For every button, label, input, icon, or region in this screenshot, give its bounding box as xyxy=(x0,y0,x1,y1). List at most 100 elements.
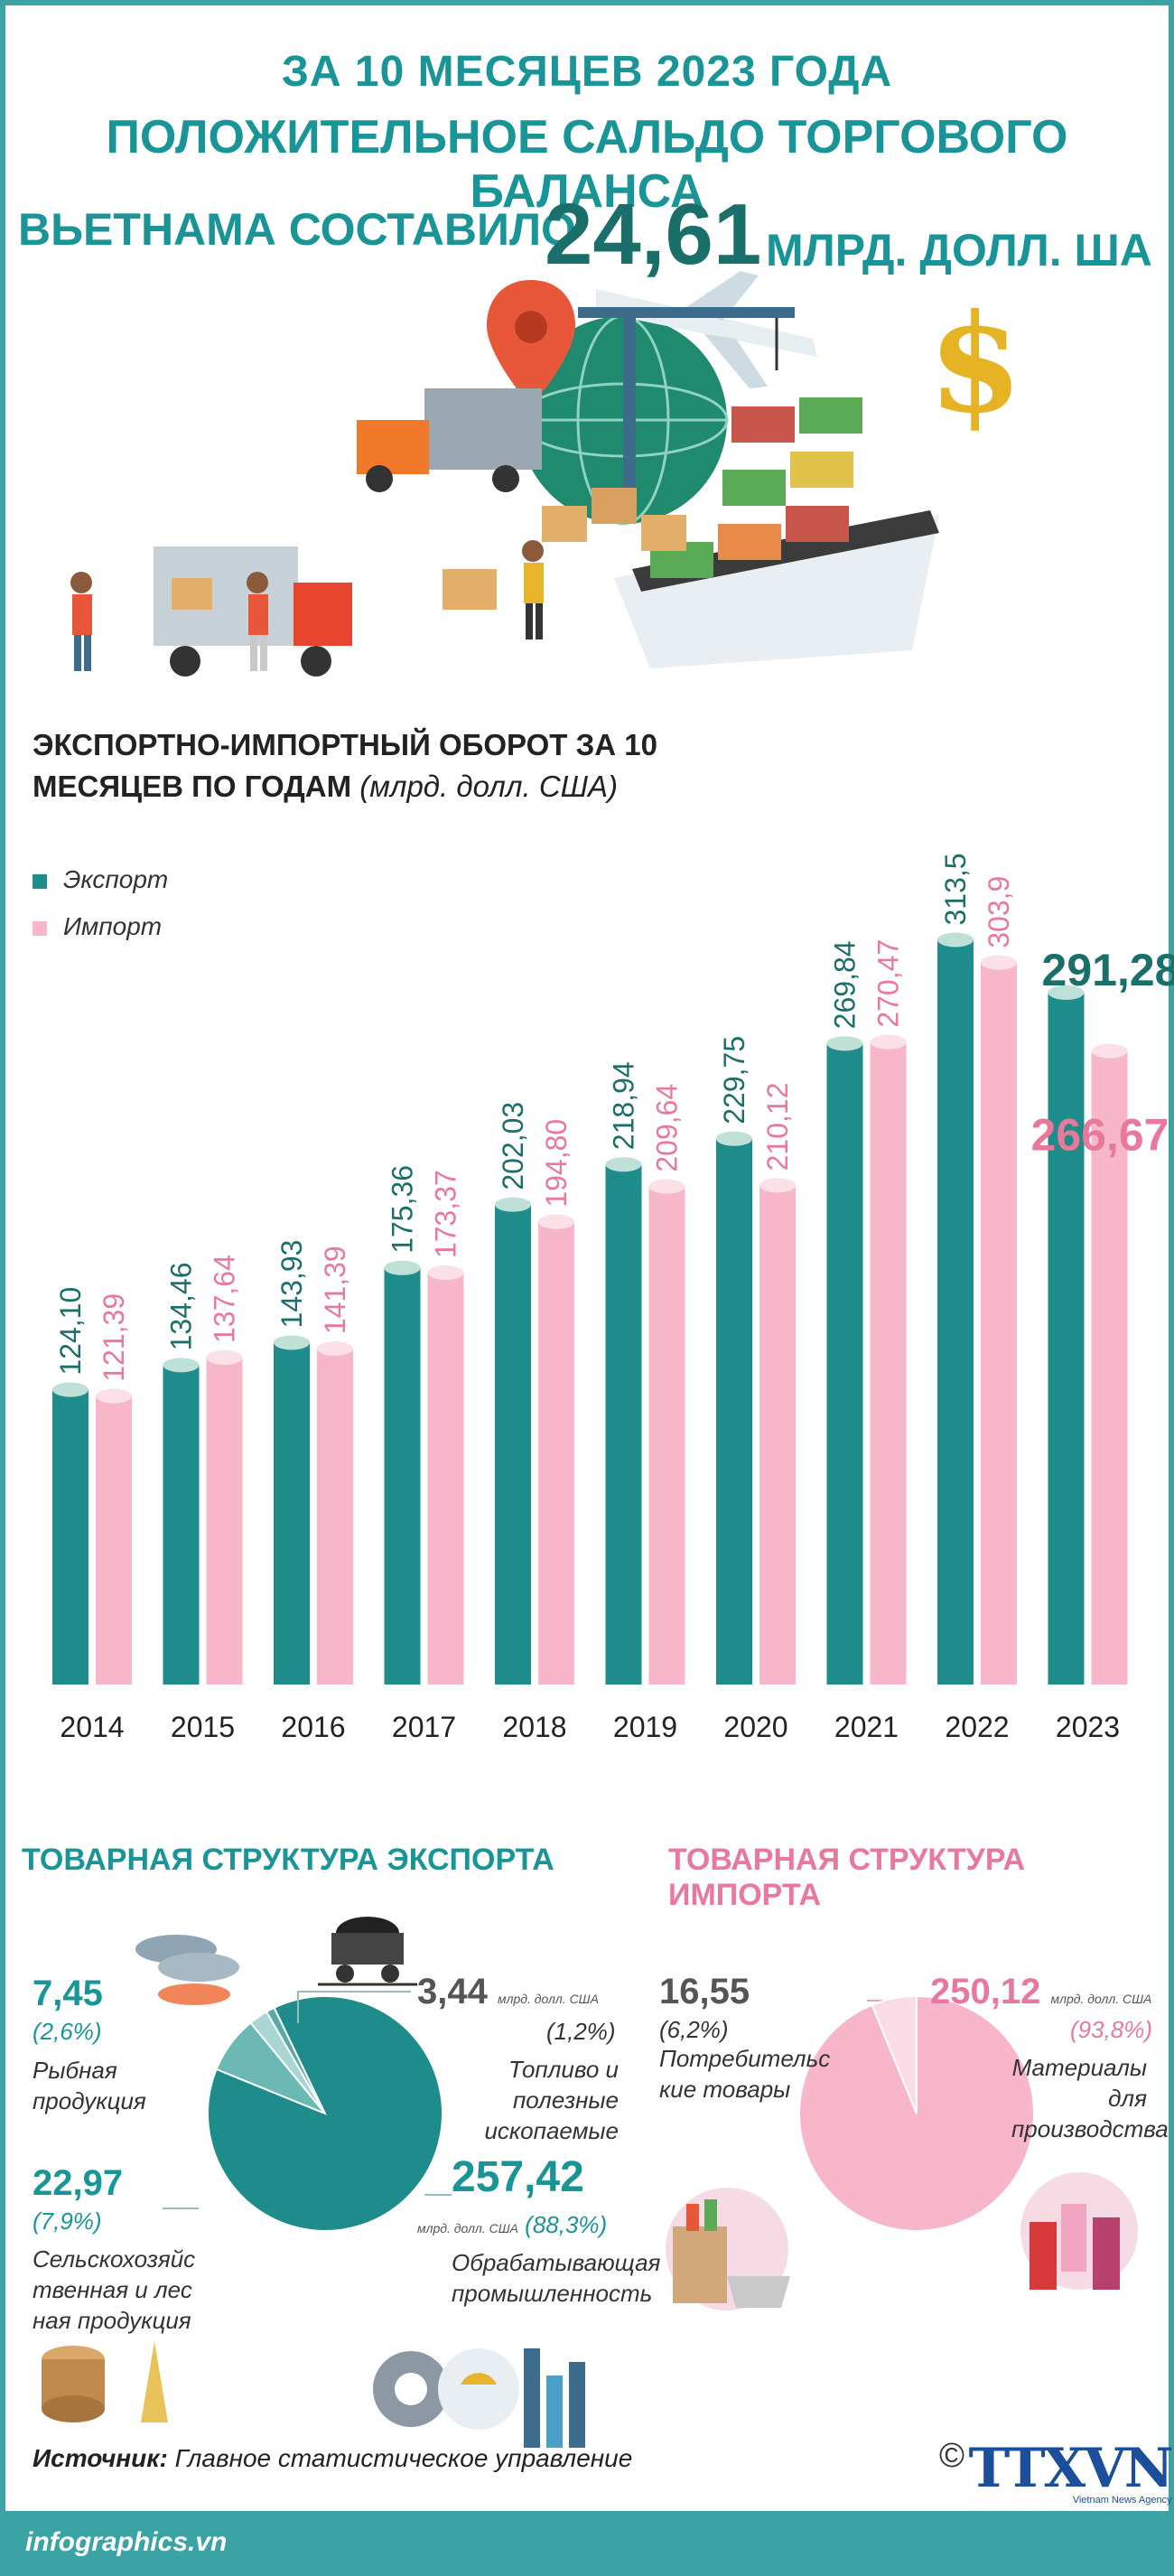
boxes-icon xyxy=(443,488,686,610)
bar-export xyxy=(52,1389,89,1685)
export-agri-value: 22,97 xyxy=(33,2163,124,2203)
x-tick-label: 2020 xyxy=(723,1711,787,1743)
data-label-export: 291,28 xyxy=(1042,945,1174,995)
bar-export xyxy=(1048,992,1085,1685)
bar-cap xyxy=(759,1178,796,1193)
thread-spools-icon xyxy=(1020,2172,1138,2290)
data-label-export: 313,5 xyxy=(939,853,972,925)
logo-text: TTXVN xyxy=(968,2437,1173,2500)
x-tick-label: 2016 xyxy=(281,1711,345,1743)
bar-cap xyxy=(495,1197,531,1212)
legend-export: Экспорт xyxy=(33,865,168,894)
import-consumer-label: Потребительские товары xyxy=(659,2045,831,2103)
import-materials-label: Материалы для производства xyxy=(1011,2054,1169,2142)
bar-cap xyxy=(648,1179,685,1194)
bar-cap xyxy=(1048,985,1085,1000)
export-pie-slice xyxy=(207,1995,443,2232)
copyright-mark: © xyxy=(939,2437,964,2475)
bar-export xyxy=(716,1138,752,1685)
bar-import xyxy=(981,962,1017,1685)
x-tick-label: 2017 xyxy=(392,1711,456,1743)
export-fish-value: 7,45 xyxy=(33,1974,103,2013)
footer-site: infographics.vn xyxy=(25,2527,228,2557)
data-label-import: 173,37 xyxy=(430,1170,462,1258)
ttxvn-logo: © TTXVN Vietnam News Agency xyxy=(939,2437,1174,2506)
bar-cap xyxy=(826,1036,863,1051)
bar-cap xyxy=(870,1034,907,1050)
import-consumer-value: 16,55 xyxy=(659,1972,750,2011)
export-structure-title: ТОВАРНАЯ СТРУКТУРА ЭКСПОРТА xyxy=(22,1843,554,1877)
data-label-import: 266,67 xyxy=(1031,1110,1169,1161)
svg-text:$: $ xyxy=(928,285,1022,443)
bar-cap xyxy=(384,1260,421,1275)
data-label-export: 124,10 xyxy=(54,1287,87,1376)
bar-export xyxy=(274,1342,310,1685)
data-label-import: 194,80 xyxy=(540,1119,573,1208)
logo-subtitle: Vietnam News Agency xyxy=(1072,2495,1172,2506)
data-label-export: 269,84 xyxy=(829,940,862,1029)
delivery-truck-icon xyxy=(154,546,352,677)
export-agri-label: Сельскохозяйственная и лесная продукция xyxy=(33,2245,196,2334)
export-agri-share: (7,9%) xyxy=(33,2207,102,2235)
bar-import xyxy=(427,1273,464,1685)
legend-import-swatch xyxy=(33,920,47,936)
bar-cap xyxy=(96,1388,132,1404)
data-label-import: 209,64 xyxy=(651,1084,684,1172)
export-fish-share: (2,6%) xyxy=(33,2018,102,2045)
trade-balance-value: 24,61 xyxy=(545,186,762,283)
data-label-export: 218,94 xyxy=(608,1061,640,1150)
data-label-import: 121,39 xyxy=(98,1293,130,1382)
x-tick-label: 2015 xyxy=(171,1711,235,1743)
wood-grain-icon xyxy=(42,2341,168,2422)
header-line-3: ВЬЕТНАМА СОСТАВИЛО xyxy=(18,204,576,255)
x-tick-label: 2018 xyxy=(502,1711,566,1743)
bar-export xyxy=(495,1204,531,1685)
export-fuel-value: 3,44 млрд. долл. США xyxy=(417,1972,599,2012)
bar-cap xyxy=(52,1382,89,1397)
coal-cart-icon xyxy=(318,1917,417,1986)
import-materials-value: 250,12 млрд. долл. США xyxy=(930,1972,1151,2012)
fish-icon xyxy=(135,1935,239,2005)
bar-cap xyxy=(937,932,974,947)
export-fuel-share: (1,2%) xyxy=(546,2018,616,2045)
export-fish-label: Рыбная продукция xyxy=(33,2057,146,2114)
crane-icon xyxy=(578,307,795,488)
source-line: Источник: Главное статистическое управле… xyxy=(33,2444,632,2473)
x-tick-label: 2021 xyxy=(834,1711,899,1743)
x-tick-label: 2019 xyxy=(613,1711,677,1743)
footer-bar xyxy=(0,2511,1174,2576)
x-tick-label: 2014 xyxy=(60,1711,124,1743)
data-label-export: 175,36 xyxy=(387,1165,419,1254)
export-pie-slice xyxy=(249,2011,326,2114)
x-tick-label: 2023 xyxy=(1056,1711,1120,1743)
data-label-import: 137,64 xyxy=(209,1255,241,1343)
bar-cap xyxy=(716,1131,752,1146)
export-manufacturing-label: Обрабатывающая промышленность xyxy=(452,2249,661,2307)
bar-export xyxy=(826,1043,863,1685)
bar-cap xyxy=(163,1358,200,1373)
import-pie-slice xyxy=(871,1994,918,2114)
cargo-ship-icon xyxy=(614,397,939,668)
bar-import xyxy=(538,1221,574,1685)
import-pie-chart xyxy=(798,1994,1035,2232)
bar-cap xyxy=(206,1350,243,1366)
import-materials-number: 250,12 xyxy=(930,1972,1041,2011)
export-manufacturing-share-row: млрд. долл. США (88,3%) xyxy=(417,2211,607,2239)
legend-export-swatch xyxy=(33,873,47,889)
header-line-2: ПОЛОЖИТЕЛЬНОЕ САЛЬДО ТОРГОВОГО БАЛАНСА xyxy=(106,111,1068,218)
source-prefix: Источник: xyxy=(33,2444,168,2472)
chart-title-text: ЭКСПОРТНО-ИМПОРТНЫЙ ОБОРОТ ЗА 10 МЕСЯЦЕВ… xyxy=(33,728,657,803)
data-label-import: 303,9 xyxy=(983,876,1015,948)
grocery-bag-icon xyxy=(666,2188,790,2310)
bar-import xyxy=(206,1358,243,1685)
data-label-export: 229,75 xyxy=(718,1036,750,1125)
bar-export xyxy=(937,939,974,1685)
logistics-illustration: $ xyxy=(70,271,1022,677)
gear-factory-icon xyxy=(373,2348,585,2448)
bar-export xyxy=(384,1267,421,1685)
data-label-export: 134,46 xyxy=(165,1262,198,1350)
header-line-1: ЗА 10 МЕСЯЦЕВ 2023 ГОДА xyxy=(281,48,893,96)
data-label-import: 141,39 xyxy=(319,1246,351,1334)
chart-title: ЭКСПОРТНО-ИМПОРТНЫЙ ОБОРОТ ЗА 10 МЕСЯЦЕВ… xyxy=(33,724,719,807)
